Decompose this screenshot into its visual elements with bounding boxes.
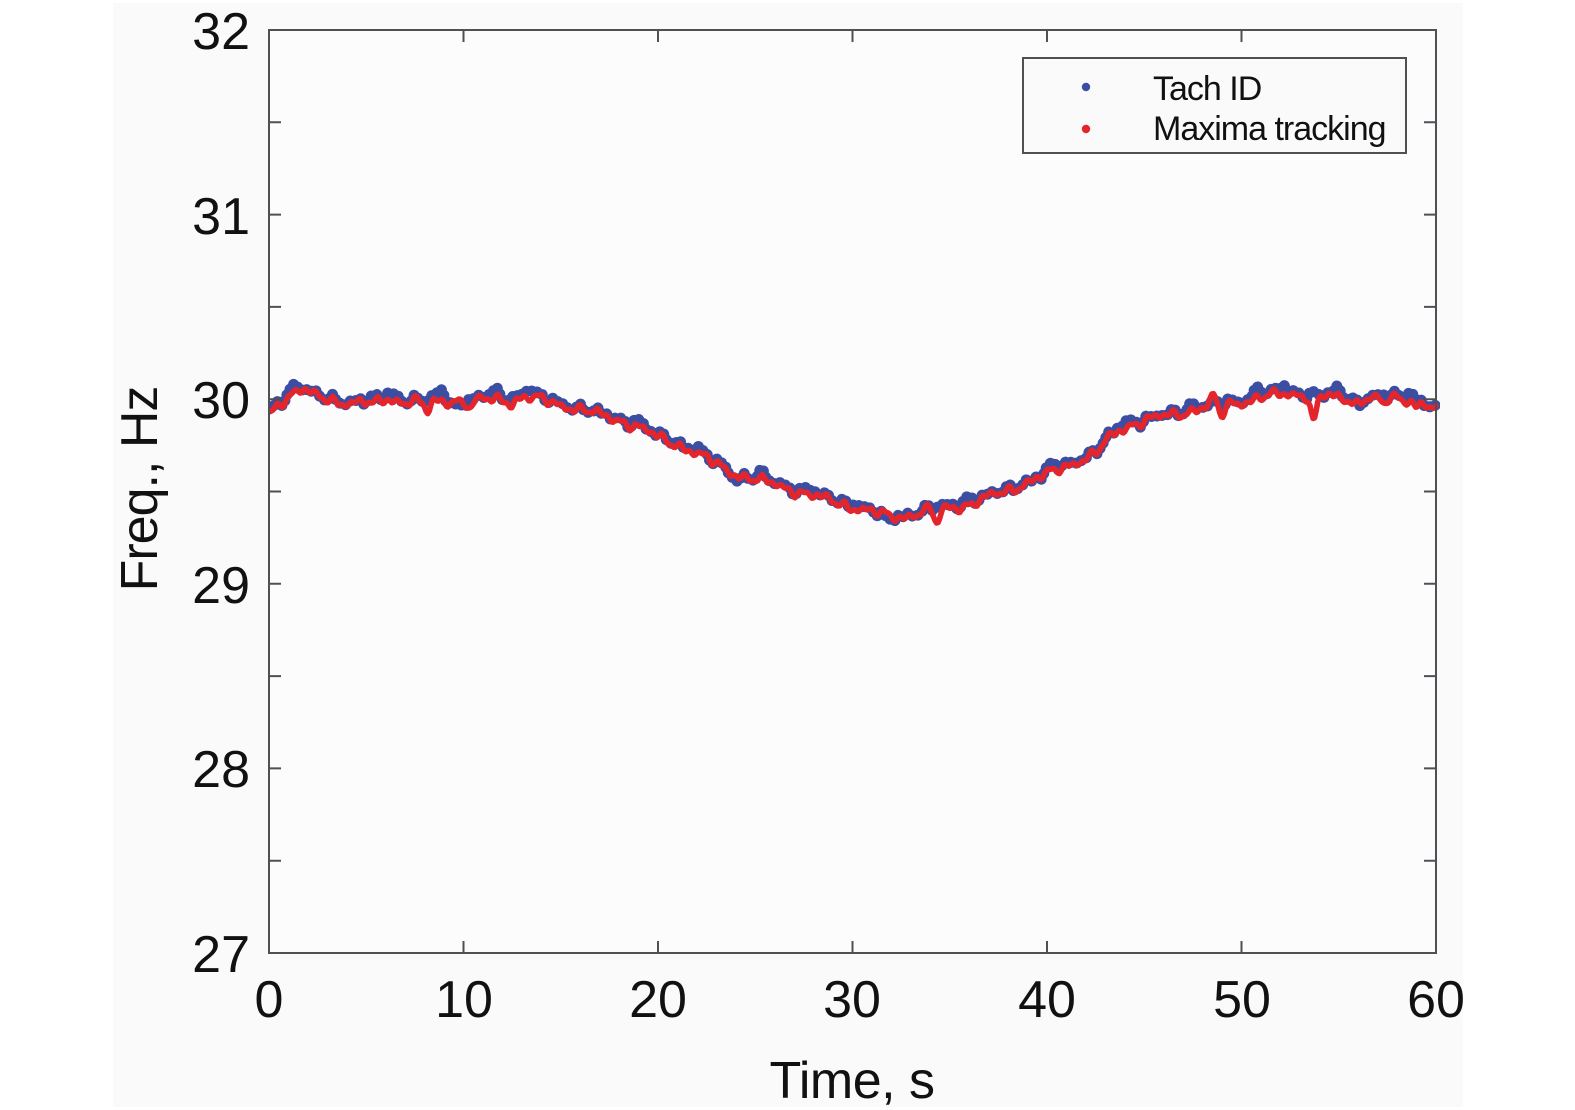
- svg-text:31: 31: [192, 188, 250, 246]
- svg-text:0: 0: [255, 971, 284, 1029]
- svg-text:50: 50: [1213, 971, 1271, 1029]
- svg-text:27: 27: [192, 926, 250, 984]
- svg-text:20: 20: [629, 971, 687, 1029]
- svg-text:60: 60: [1407, 971, 1465, 1029]
- svg-text:Maxima tracking: Maxima tracking: [1153, 110, 1386, 148]
- svg-text:30: 30: [823, 971, 881, 1029]
- svg-text:30: 30: [192, 372, 250, 430]
- svg-text:29: 29: [192, 557, 250, 615]
- svg-text:28: 28: [192, 741, 250, 799]
- svg-text:Time, s: Time, s: [769, 1052, 934, 1110]
- svg-text:40: 40: [1018, 971, 1076, 1029]
- svg-text:10: 10: [435, 971, 493, 1029]
- svg-text:32: 32: [192, 3, 250, 61]
- svg-text:Freq., Hz: Freq., Hz: [111, 387, 169, 592]
- svg-text:Tach ID: Tach ID: [1153, 70, 1261, 108]
